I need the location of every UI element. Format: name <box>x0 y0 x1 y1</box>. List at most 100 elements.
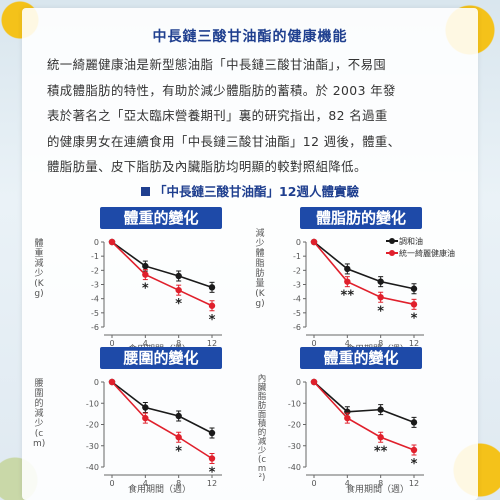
x-tick-label: 8 <box>176 339 181 348</box>
data-point <box>410 419 418 426</box>
series-line <box>111 241 213 307</box>
chart-panel-visceral-fat: 體重的變化 內臟脂肪面積的減少(cm²) 0 -10 -20 -30 -40 0 4 8 12 *… <box>248 345 476 500</box>
x-axis-label: 食用期間（週） <box>128 485 192 495</box>
x-axis-label: 食用期間（週） <box>346 485 410 495</box>
data-point <box>377 434 384 441</box>
significance-annotation: * <box>411 311 418 326</box>
data-point <box>344 414 351 422</box>
square-bullet-icon <box>141 187 151 196</box>
x-tick-label: 8 <box>176 479 181 488</box>
significance-annotation: * <box>377 304 384 319</box>
chart-svg: 0 -1 -2 -3 -4 -5 -6 0 4 8 12 * * * <box>91 238 222 348</box>
x-tick-label: 0 <box>109 339 114 348</box>
x-tick-label: 8 <box>378 479 383 488</box>
y-tick-label: 0 <box>94 378 99 387</box>
data-point <box>344 278 351 285</box>
y-tick-label: -30 <box>86 442 99 451</box>
y-tick-label: 0 <box>296 378 301 387</box>
data-point <box>208 455 216 462</box>
chart-title: 體重的變化 <box>100 207 222 229</box>
data-point <box>175 286 182 294</box>
y-tick-label: -1 <box>91 252 99 261</box>
chart-panel-body-fat: 體脂肪的變化 減少體脂肪量(Kg) 0 -1 -2 -3 -4 -5 -6 0 4 8 12 ** * *… <box>248 205 476 360</box>
chart-svg: 0-10-20-30-400 4 8 12** <box>86 378 222 488</box>
data-point <box>142 262 149 270</box>
data-point <box>377 278 384 285</box>
x-tick-label: 4 <box>345 339 350 348</box>
x-tick-label: 0 <box>311 339 316 348</box>
y-tick-label: -4 <box>293 295 301 304</box>
y-tick-label: -20 <box>288 421 301 430</box>
data-point <box>377 406 384 413</box>
significance-annotation: * <box>209 313 216 328</box>
significance-annotation: * <box>175 444 182 459</box>
legend-item-control: 調和油 <box>386 235 455 247</box>
y-tick-label: -6 <box>91 323 99 332</box>
legend-label: 調和油 <box>399 236 423 246</box>
significance-annotation: ** <box>374 444 388 459</box>
legend-label: 統一綺麗健康油 <box>399 248 455 258</box>
y-tick-label: -3 <box>293 281 301 290</box>
x-tick-label: 0 <box>311 479 316 488</box>
data-point <box>175 412 182 420</box>
data-point <box>344 265 351 273</box>
y-tick-label: -4 <box>91 295 99 304</box>
data-point <box>410 446 418 454</box>
y-tick-label: -6 <box>293 323 301 332</box>
data-point <box>208 284 216 291</box>
data-point <box>208 429 216 437</box>
series-line <box>313 241 415 306</box>
y-tick-label: -30 <box>288 442 301 451</box>
x-tick-label: 12 <box>207 339 217 348</box>
data-point <box>410 301 418 308</box>
chart-svg: 0-10-20-30-400 4 8 12*** <box>288 378 424 488</box>
y-tick-label: -3 <box>91 281 99 290</box>
experiment-subtitle-text: 「中長鏈三酸甘油酯」12週人體實驗 <box>154 184 359 199</box>
y-tick-label: -10 <box>86 399 99 408</box>
y-tick-label: -10 <box>288 399 301 408</box>
experiment-subtitle: 「中長鏈三酸甘油酯」12週人體實驗 <box>0 181 500 200</box>
chart-title: 腰圍的變化 <box>100 347 222 369</box>
x-tick-label: 4 <box>143 479 148 488</box>
x-tick-label: 4 <box>345 479 350 488</box>
x-tick-label: 0 <box>109 479 114 488</box>
data-point <box>142 271 149 278</box>
series-line <box>313 381 415 424</box>
data-point <box>142 404 149 411</box>
series-line <box>111 381 213 434</box>
data-point <box>208 302 216 309</box>
chart-panel-waist: 腰圍的變化 腰圍的減少(cm) 0 -10 -20 -30 -40 0 4 8 12 * * 食用期… <box>30 345 258 500</box>
data-point <box>175 434 182 441</box>
page-title: 中長鏈三酸甘油酯的健康機能 <box>152 29 348 45</box>
significance-annotation: ** <box>341 289 355 304</box>
y-tick-label: -20 <box>86 421 99 430</box>
data-point <box>108 238 116 246</box>
significance-annotation: * <box>209 466 216 481</box>
data-point <box>108 378 116 386</box>
y-tick-label: -40 <box>288 463 301 472</box>
series-line <box>111 381 213 460</box>
x-tick-label: 4 <box>143 339 148 348</box>
chart-svg: 0-1-2-3-4-5-60 4 8 12*** * <box>293 238 424 348</box>
y-tick-label: -5 <box>91 309 99 318</box>
significance-annotation: * <box>175 297 182 312</box>
series-line <box>111 241 213 289</box>
y-tick-label: -40 <box>86 463 99 472</box>
y-tick-label: 0 <box>94 238 99 247</box>
x-tick-label: 12 <box>207 479 217 488</box>
y-tick-label: -5 <box>293 309 301 318</box>
y-axis-label: 腰圍的減少(cm) <box>33 379 46 449</box>
significance-annotation: * <box>142 282 149 297</box>
legend-item-treatment: 統一綺麗健康油 <box>386 247 455 259</box>
data-point <box>310 238 318 246</box>
legend: 調和油 統一綺麗健康油 <box>386 235 455 259</box>
data-point <box>377 294 384 301</box>
series-line <box>313 381 415 451</box>
y-tick-label: 0 <box>296 238 301 247</box>
x-tick-label: 12 <box>409 339 419 348</box>
x-tick-label: 8 <box>378 339 383 348</box>
y-axis-label: 體重減少(Kg) <box>34 239 44 299</box>
y-axis-label: 減少體脂肪量(Kg) <box>255 229 265 309</box>
data-point <box>310 378 318 386</box>
intro-paragraph: 統一綺麗健康油是新型態油脂「中長鏈三酸甘油酯」，不易囤 積成體脂肪的特性，有助於… <box>47 57 401 174</box>
